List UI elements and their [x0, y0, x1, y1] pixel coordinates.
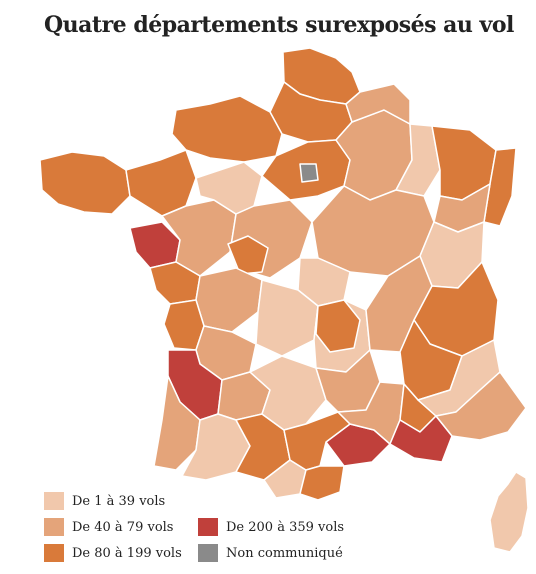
region-alpes-maritimes: [435, 371, 527, 441]
legend-swatch-5: [198, 544, 218, 562]
legend-label-5: Non communiqué: [226, 545, 343, 561]
legend-swatch-1: [44, 492, 64, 510]
region-pyrenees-orientales: [299, 465, 345, 501]
legend-label-1: De 1 à 39 vols: [72, 493, 166, 509]
legend-label-4: De 200 à 359 vols: [226, 519, 345, 535]
region-landes: [153, 375, 201, 471]
legend-item-1: De 1 à 39 vols: [44, 492, 165, 510]
region-paris-na: [299, 163, 319, 183]
legend-label-2: De 40 à 79 vols: [72, 519, 174, 535]
legend-swatch-4: [198, 518, 218, 536]
region-normandy: [171, 95, 283, 163]
region-aude: [283, 411, 351, 471]
legend-label-3: De 80 à 199 vols: [72, 545, 182, 561]
legend-item-4: De 200 à 359 vols: [198, 518, 344, 536]
region-poitou: [195, 267, 263, 333]
legend-swatch-3: [44, 544, 64, 562]
legend-item-3: De 80 à 199 vols: [44, 544, 182, 562]
legend-item-5: Non communiqué: [198, 544, 343, 562]
region-brittany-east: [125, 149, 197, 217]
region-brittany-west: [39, 151, 131, 215]
legend-item-2: De 40 à 79 vols: [44, 518, 173, 536]
map-title: Quatre départements surexposés au vol: [44, 12, 514, 38]
region-puy-de-dome: [315, 299, 361, 353]
region-ardennes: [345, 83, 411, 125]
legend-swatch-2: [44, 518, 64, 536]
region-corsica: [489, 471, 529, 553]
